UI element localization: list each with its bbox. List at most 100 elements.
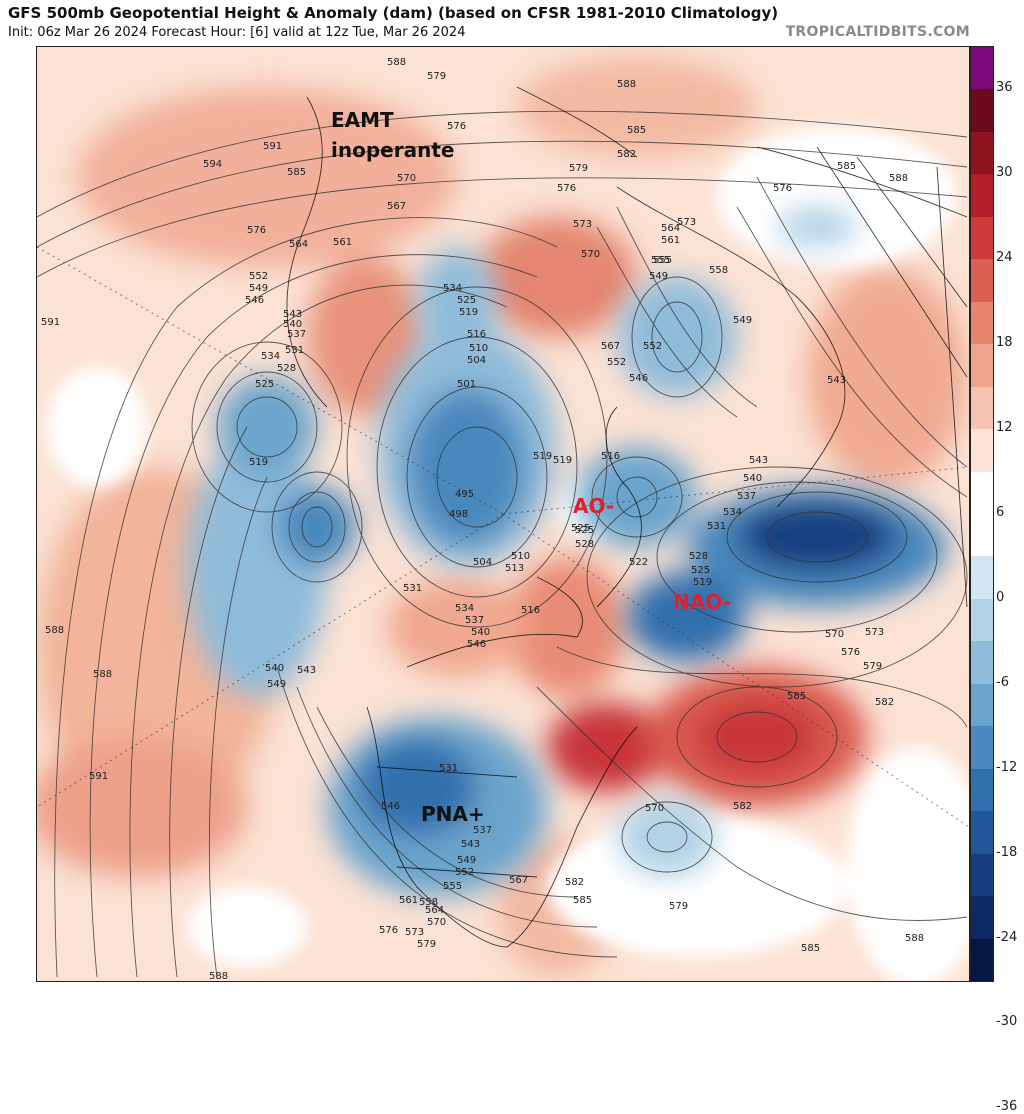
contour-label: 558	[709, 265, 728, 276]
contour-label: 519	[459, 307, 478, 318]
colorbar-segment	[971, 131, 993, 175]
contour-label: 543	[827, 375, 846, 386]
contour-label: 573	[865, 627, 884, 638]
contour-label: 585	[787, 691, 806, 702]
colorbar-segment	[971, 896, 993, 940]
colorbar-segment	[971, 811, 993, 855]
contour-label: 579	[569, 163, 588, 174]
colorbar-tick-label: -18	[996, 844, 1018, 860]
annotation-eamt: EAMT	[331, 108, 394, 132]
annotation-eamt-status: inoperante	[331, 138, 454, 162]
contour-label: 579	[417, 939, 436, 950]
contour-label: 561	[333, 237, 352, 248]
contour-label: 549	[457, 855, 476, 866]
contour-label: 561	[661, 235, 680, 246]
contour-label: 567	[509, 875, 528, 886]
contour-label: 570	[581, 249, 600, 260]
contour-label: 549	[733, 315, 752, 326]
contour-label-layer: 588 579 576 588 585 582 585 588 594 591 …	[41, 57, 924, 981]
contour-label: 537	[473, 825, 492, 836]
contour-label: 588	[387, 57, 406, 68]
anomaly-map: 588 579 576 588 585 582 585 588 594 591 …	[37, 57, 969, 981]
colorbar-segment	[971, 641, 993, 685]
contour-label: 588	[889, 173, 908, 184]
colorbar-tick-label: 6	[996, 505, 1005, 520]
contour-label: 567	[601, 341, 620, 352]
contour-label: 525	[575, 525, 594, 536]
annotation-pna: PNA+	[421, 802, 485, 826]
contour-label: 540	[283, 319, 302, 330]
contour-label: 591	[263, 141, 282, 152]
colorbar-tick-label: -30	[996, 1014, 1018, 1030]
contour-label: 582	[733, 801, 752, 812]
contour-label: 504	[467, 355, 486, 366]
contour-label: 576	[841, 647, 860, 658]
contour-label: 576	[447, 121, 466, 132]
teleconnection-annotations: EAMT inoperante AO- NAO- PNA+	[331, 108, 731, 826]
contour-label: 588	[45, 625, 64, 636]
contour-label: 534	[723, 507, 742, 518]
colorbar-segment	[971, 344, 993, 388]
contour-label: 531	[439, 763, 458, 774]
contour-label: 579	[427, 71, 446, 82]
contour-label: 588	[209, 971, 228, 981]
contour-label: 585	[573, 895, 592, 906]
contour-label: 549	[249, 283, 268, 294]
contour-label: 525	[691, 565, 710, 576]
contour-label: 525	[255, 379, 274, 390]
annotation-ao: AO-	[573, 494, 614, 518]
contour-label: 528	[277, 363, 296, 374]
colorbar-segment	[971, 768, 993, 812]
colorbar-tick-label: -12	[996, 759, 1018, 775]
colorbar-tick-label: -36	[996, 1099, 1018, 1114]
colorbar-segment	[971, 259, 993, 303]
contour-label: 573	[405, 927, 424, 938]
colorbar-tick-label: -24	[996, 929, 1018, 945]
contour-label: 585	[801, 943, 820, 954]
contour-label: 576	[247, 225, 266, 236]
contour-label: 528	[689, 551, 708, 562]
contour-label: 570	[397, 173, 416, 184]
colorbar-segment	[971, 216, 993, 260]
contour-label: 555	[651, 255, 670, 266]
contour-label: 564	[289, 239, 308, 250]
colorbar-segment	[971, 853, 993, 897]
contour-label: 591	[89, 771, 108, 782]
colorbar-segment	[971, 938, 993, 982]
contour-label: 555	[443, 881, 462, 892]
colorbar-tick-label: 12	[996, 420, 1013, 436]
contour-label: 534	[443, 283, 462, 294]
contour-label: 534	[261, 351, 280, 362]
contour-label: 564	[425, 905, 444, 916]
colorbar-segment	[971, 47, 993, 90]
colorbar-segment	[971, 89, 993, 133]
contour-label: 570	[825, 629, 844, 640]
contour-label: 534	[455, 603, 474, 614]
contour-label: 516	[601, 451, 620, 462]
positive-anomaly-shading	[37, 57, 967, 977]
contour-label: 555	[653, 255, 672, 266]
contour-label: 531	[707, 521, 726, 532]
colorbar-segment	[971, 683, 993, 727]
colorbar-tick-label: -6	[996, 674, 1009, 690]
contour-label: 549	[649, 271, 668, 282]
negative-anomaly-shading	[187, 207, 947, 897]
contour-label: 579	[669, 901, 688, 912]
contour-label: 582	[565, 877, 584, 888]
colorbar-tick-label: 0	[996, 589, 1005, 605]
contour-label: 513	[505, 563, 524, 574]
contour-label: 537	[465, 615, 484, 626]
contour-label: 519	[249, 457, 268, 468]
contour-label: 510	[511, 551, 530, 562]
contour-label: 588	[93, 669, 112, 680]
contour-label: 585	[287, 167, 306, 178]
contour-label: 549	[267, 679, 286, 690]
contour-label: 579	[863, 661, 882, 672]
map-subtitle: Init: 06z Mar 26 2024 Forecast Hour: [6]…	[8, 25, 466, 40]
colorbar-segment	[971, 301, 993, 345]
lat-lon-grid	[37, 246, 969, 828]
contour-label: 546	[629, 373, 648, 384]
contour-label: 576	[557, 183, 576, 194]
contour-label: 552	[455, 867, 474, 878]
colorbar-segment	[971, 174, 993, 218]
